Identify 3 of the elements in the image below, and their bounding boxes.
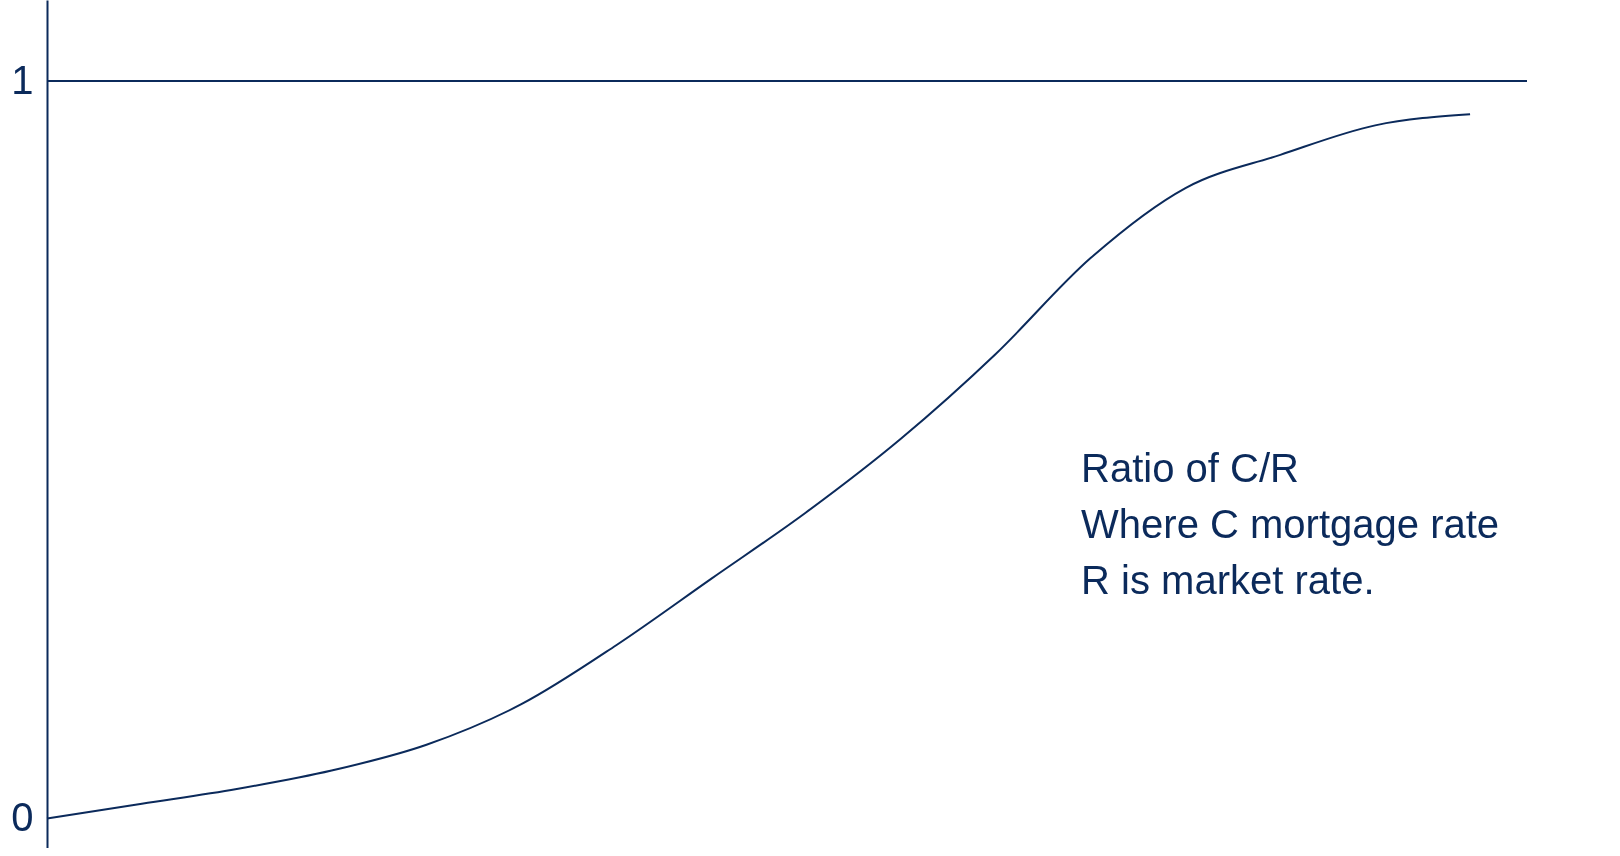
annotation: Ratio of C/R Where C mortgage rate R is market rate. bbox=[1081, 445, 1500, 602]
y-tick-label: 1 bbox=[11, 57, 34, 102]
y-tick-label: 0 bbox=[11, 795, 34, 839]
